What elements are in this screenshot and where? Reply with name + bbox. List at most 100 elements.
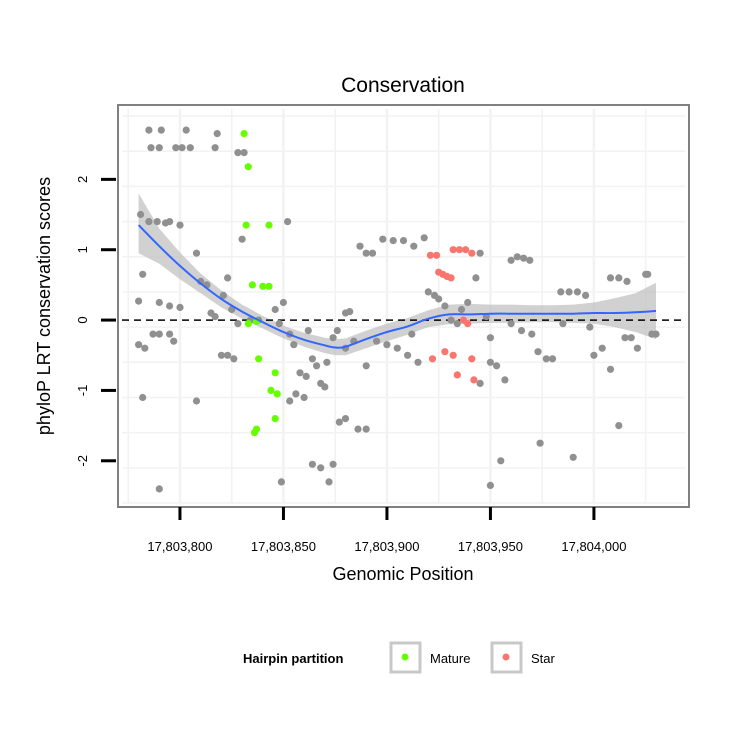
x-tick-label: 17,804,000 — [561, 539, 626, 554]
smooth-line — [137, 224, 657, 349]
point-background — [176, 221, 184, 229]
point-background — [145, 218, 153, 226]
point-background — [325, 478, 333, 486]
point-background — [211, 313, 219, 321]
point-background — [166, 218, 174, 226]
point-background — [652, 330, 660, 338]
point-background — [408, 330, 416, 338]
point-background — [292, 390, 300, 398]
point-mature — [267, 386, 275, 394]
point-background — [346, 308, 354, 316]
point-background — [627, 334, 635, 342]
point-background — [317, 464, 325, 472]
point-background — [548, 355, 557, 363]
point-star — [449, 351, 457, 359]
point-mature — [240, 130, 248, 138]
point-background — [313, 362, 321, 370]
point-background — [290, 341, 298, 349]
point-background — [308, 355, 316, 363]
point-background — [300, 393, 308, 402]
point-background — [507, 256, 515, 264]
point-background — [615, 422, 623, 430]
point-background — [373, 337, 381, 345]
point-background — [404, 351, 412, 359]
x-tick-label: 17,803,800 — [147, 539, 212, 554]
point-background — [186, 144, 194, 152]
point-background — [135, 341, 143, 349]
point-background — [304, 327, 312, 335]
point-background — [362, 425, 370, 433]
point-background — [590, 351, 598, 359]
plot-panel-border — [117, 104, 690, 508]
point-background — [453, 320, 461, 328]
point-background — [520, 254, 528, 262]
point-mature — [244, 320, 252, 328]
point-star — [453, 371, 461, 379]
point-background — [213, 130, 221, 138]
point-background — [379, 235, 387, 243]
point-background — [135, 297, 143, 305]
point-background — [240, 149, 248, 157]
point-background — [501, 376, 509, 384]
point-background — [557, 288, 565, 296]
y-tick-label: -2 — [75, 455, 90, 467]
point-background — [139, 270, 147, 278]
point-mature — [248, 281, 256, 289]
point-background — [296, 369, 304, 377]
point-background — [513, 253, 521, 261]
point-background — [147, 144, 155, 152]
point-background — [155, 298, 163, 307]
point-background — [192, 249, 201, 257]
y-tick-label: -1 — [75, 385, 90, 397]
point-background — [615, 274, 623, 282]
point-background — [153, 218, 161, 226]
point-background — [333, 327, 341, 335]
point-background — [383, 341, 391, 349]
point-background — [178, 144, 186, 152]
point-background — [606, 365, 615, 373]
point-star — [455, 246, 463, 254]
y-axis-title: phyloP LRT conservation scores — [34, 177, 54, 435]
point-background — [238, 235, 246, 243]
point-background — [573, 288, 582, 296]
point-background — [354, 425, 362, 433]
point-background — [644, 270, 652, 278]
point-background — [155, 330, 163, 338]
point-background — [234, 149, 242, 157]
point-background — [493, 362, 501, 370]
point-background — [435, 295, 443, 303]
point-background — [219, 291, 227, 299]
legend-dot-star — [502, 653, 510, 661]
point-star — [468, 355, 476, 363]
point-mature — [255, 355, 263, 363]
point-background — [234, 320, 242, 328]
point-star — [426, 251, 434, 259]
point-background — [224, 274, 232, 282]
point-star — [468, 249, 476, 257]
point-star — [433, 251, 441, 259]
point-background — [224, 351, 232, 359]
x-tick-label: 17,803,900 — [354, 539, 419, 554]
point-background — [476, 249, 484, 257]
point-mature — [265, 221, 273, 229]
point-background — [534, 348, 542, 356]
legend: Hairpin partition Mature Star — [243, 641, 556, 674]
point-star — [441, 348, 449, 356]
point-background — [335, 418, 343, 426]
confidence-band — [138, 193, 657, 356]
point-background — [528, 330, 536, 338]
point-background — [393, 344, 401, 352]
point-background — [182, 126, 190, 134]
point-background — [517, 327, 526, 335]
point-background — [329, 334, 337, 342]
point-star — [447, 274, 455, 282]
point-background — [230, 355, 238, 363]
point-background — [302, 372, 310, 380]
point-background — [279, 298, 287, 307]
y-tick-label: 0 — [75, 316, 90, 323]
point-background — [447, 316, 455, 324]
point-background — [414, 358, 422, 366]
point-background — [286, 397, 294, 405]
point-background — [275, 320, 283, 328]
